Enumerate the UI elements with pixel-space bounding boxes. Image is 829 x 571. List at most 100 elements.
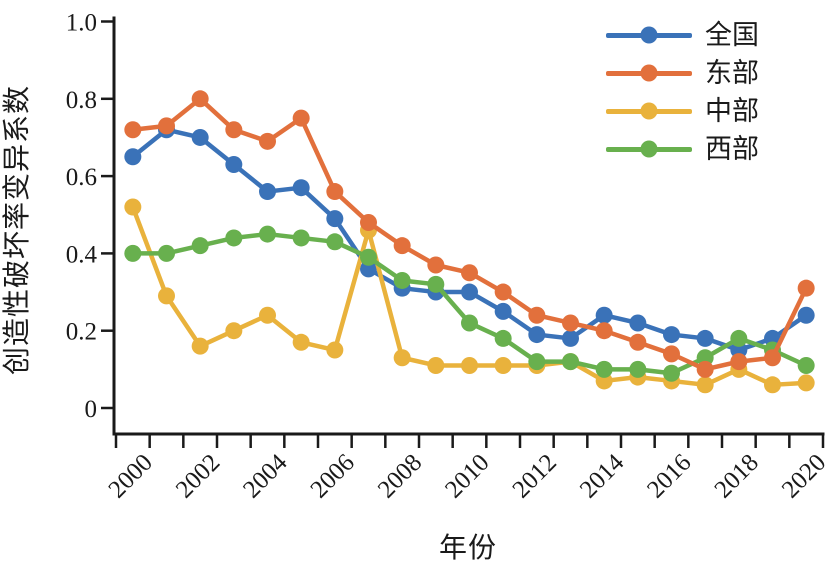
x-tick-label: 2004 [238,449,293,504]
data-point [292,109,310,127]
data-point [360,248,377,266]
data-point [730,329,748,347]
data-point [124,148,142,166]
data-point [259,132,276,150]
data-point [326,341,344,359]
x-tick-label: 2018 [710,449,764,503]
data-point [494,356,512,374]
data-point [461,264,478,282]
x-tick-label: 2010 [440,449,494,503]
data-point [124,198,142,216]
data-point [292,229,310,247]
data-point [259,306,276,324]
data-point [696,360,714,378]
chart-legend: 全国 东部 中部 西部 [606,16,759,168]
data-point [158,117,175,135]
data-point [629,314,647,332]
data-point [326,183,344,201]
plot-area: 0 0.2 0.4 0.6 0.8 1.0 2000 2002 2004 2006 2008 2010… [66,10,829,504]
legend-label-east: 东部 [705,57,759,88]
data-point [259,183,276,201]
data-point [494,329,512,347]
data-point [225,156,243,174]
data-point [225,322,243,340]
y-tick-label: 0.6 [66,164,97,191]
legend-line-swatch [606,64,692,82]
data-point [562,329,579,347]
legend-dot-icon [640,64,658,82]
data-point [191,128,209,146]
legend-item-national: 全国 [606,16,759,54]
data-point [191,90,209,108]
data-point [629,360,647,378]
legend-line-swatch [606,102,692,120]
data-point [427,356,445,374]
data-point [393,271,411,289]
y-axis-title: 创造性破坏率变异系数 [1,85,33,375]
data-point [494,283,512,301]
data-point [326,210,344,228]
legend-line-swatch [606,140,692,158]
legend-item-west: 西部 [606,130,759,168]
data-point [124,244,142,262]
data-point [797,374,815,392]
series-东部 [124,90,815,378]
legend-line-swatch [606,26,692,44]
data-point [427,256,445,274]
legend-dot-icon [640,102,658,120]
data-point [360,213,377,231]
legend-label-national: 全国 [705,19,759,50]
x-tick-label: 2000 [104,449,158,503]
data-point [225,229,243,247]
data-point [191,337,209,355]
legend-dot-icon [640,140,658,158]
data-point [663,364,680,382]
data-point [696,329,714,347]
data-point [797,279,815,297]
data-point [225,121,243,139]
data-point [427,275,445,293]
legend-label-west: 西部 [705,133,759,164]
data-point [730,353,748,371]
x-tick-label: 2002 [171,449,225,503]
data-point [797,306,815,324]
y-tick-label: 0.2 [66,319,97,346]
data-point [191,237,209,255]
y-tick-label: 0 [85,396,98,423]
x-tick-label: 2012 [508,449,562,503]
data-point [461,314,478,332]
data-point [326,233,344,251]
data-point [393,349,411,367]
data-point [461,356,478,374]
x-tick-label: 2014 [575,449,630,504]
data-point [292,179,310,197]
data-point [663,345,680,363]
data-point [764,376,781,394]
data-point [663,326,680,344]
data-point [528,306,546,324]
data-point [124,121,142,139]
data-point [797,356,815,374]
legend-item-central: 中部 [606,92,759,130]
y-tick-label: 0.4 [66,241,98,268]
x-tick-label: 2006 [306,449,360,503]
data-point [629,333,647,351]
x-axis-title: 年份 [439,532,497,564]
data-point [158,244,175,262]
data-point [494,302,512,320]
legend-item-east: 东部 [606,54,759,92]
data-point [461,283,478,301]
y-tick-label: 0.8 [66,87,97,114]
data-point [292,333,310,351]
data-point [595,306,613,324]
data-point [696,376,714,394]
data-point [562,314,579,332]
data-point [158,287,175,305]
data-point [764,349,781,367]
x-tick-label: 2020 [777,449,829,503]
legend-dot-icon [640,26,658,44]
data-point [528,326,546,344]
data-point [595,360,613,378]
data-point [393,237,411,255]
data-point [259,225,276,243]
